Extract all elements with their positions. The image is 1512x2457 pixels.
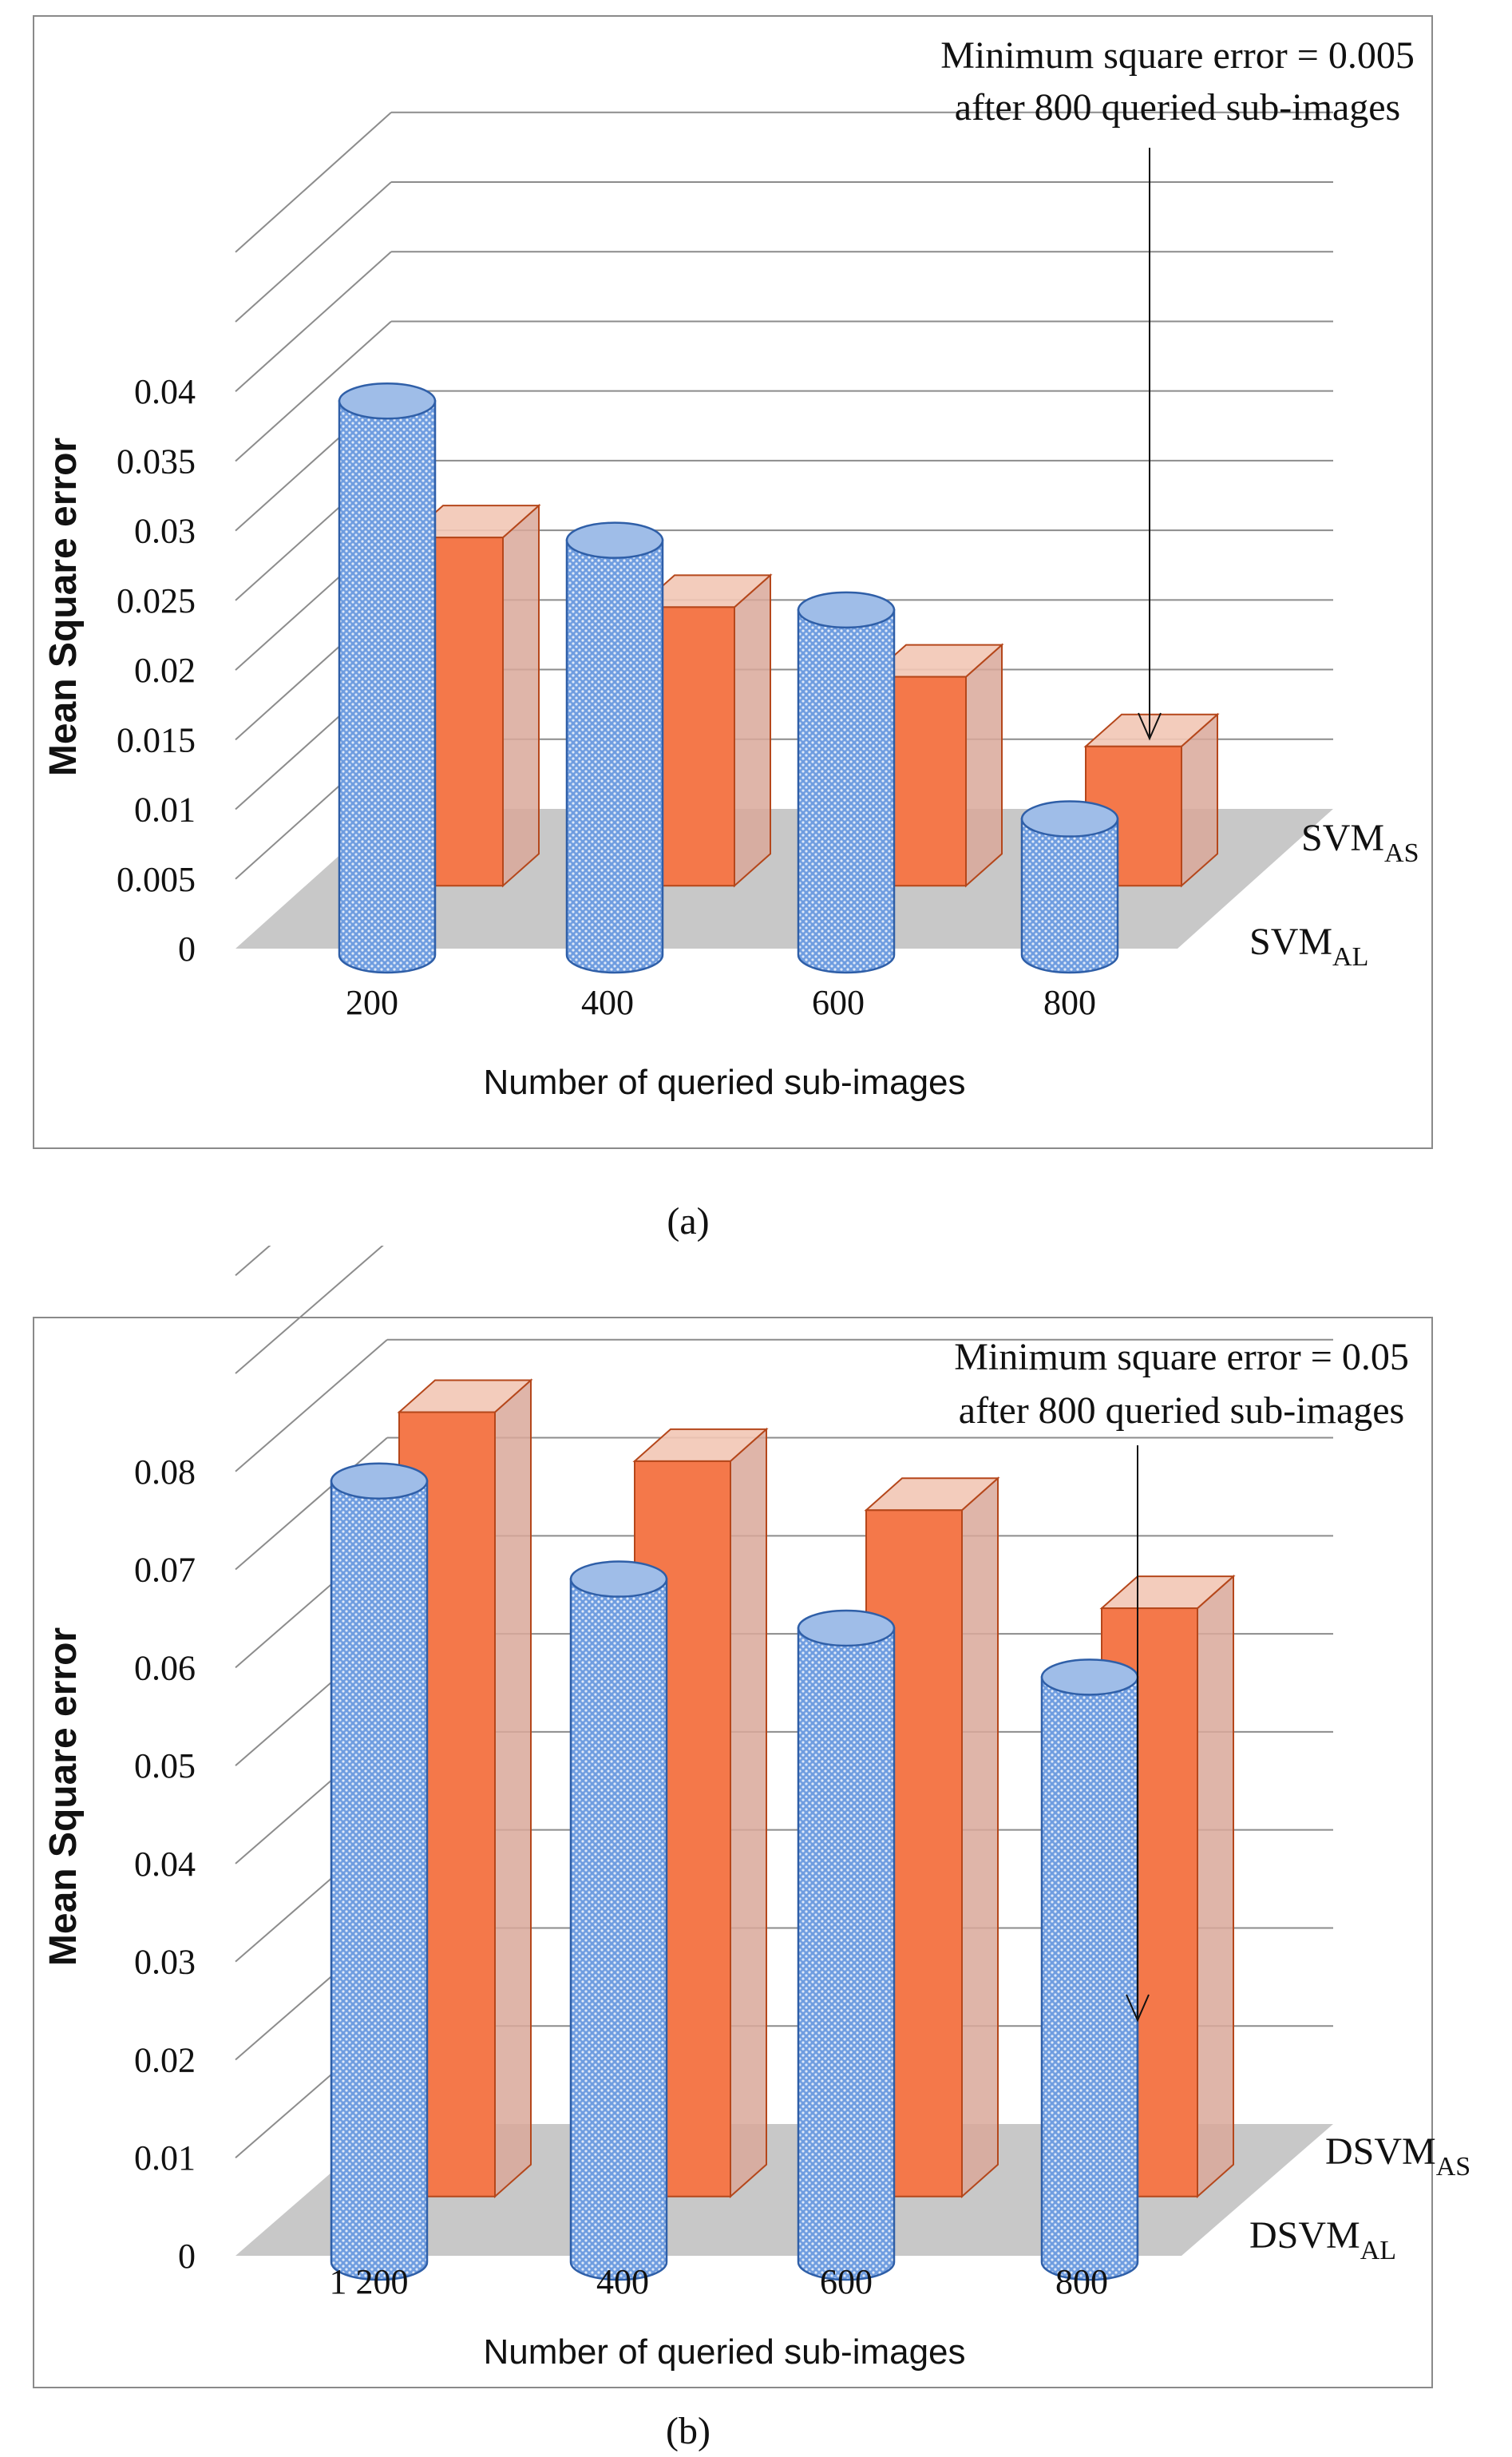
chart-a-y-tick-label: 0.005: [117, 860, 196, 899]
chart-a-frame: [33, 15, 1433, 1149]
chart-a-y-tick-label: 0.02: [134, 651, 196, 690]
chart-b-bar-DSVMAL-200: [330, 1462, 429, 2281]
chart-b-x-tick-label: 1 200: [330, 2262, 409, 2301]
chart-a-y-tick-label: 0.035: [117, 442, 196, 481]
chart-a-x-axis-title: Number of queried sub-images: [483, 1063, 965, 1102]
chart-a-annotation-line1: Minimum square error = 0.005: [940, 34, 1415, 77]
chart-b-caption: (b): [666, 2410, 710, 2452]
chart-b-y-tick-label: 0: [178, 2237, 196, 2276]
chart-b-bar-DSVMAL-400: [569, 1560, 668, 2281]
chart-b-y-tick-label: 0.04: [134, 1845, 196, 1884]
chart-b-legend-DSVMAL: DSVMAL: [1249, 2214, 1396, 2265]
chart-b-x-tick-label: 400: [596, 2262, 649, 2301]
chart-a-y-tick-label: 0.025: [117, 581, 196, 620]
chart-a-legend-SVMAS: SVMAS: [1301, 817, 1419, 868]
chart-a-y-tick-label: 0: [178, 929, 196, 969]
chart-a-x-tick-label: 800: [1043, 983, 1096, 1022]
chart-b-y-tick-label: 0.06: [134, 1648, 196, 1687]
chart-a-gridline-diagonal: [235, 251, 392, 392]
chart-a-legend-SVMAL: SVMAL: [1249, 921, 1368, 972]
chart-b: 0 0.01 0.02 0.03 0.04 0.05 0.06 0.07 0.08 1 200 40…: [33, 1246, 1470, 2452]
chart-b-x-tick-label: 800: [1055, 2262, 1108, 2301]
chart-b-annotation-line2: after 800 queried sub-images: [959, 1389, 1404, 1432]
chart-b-y-axis-title: Mean Square error: [42, 1627, 85, 1966]
chart-a-x-tick-label: 600: [812, 983, 865, 1022]
chart-a-gridline-diagonal: [235, 112, 392, 253]
chart-b-frame: [33, 1317, 1433, 2388]
chart-a-annotation-arrowhead: [1138, 712, 1162, 741]
chart-a-bar-SVMAL-800: [1020, 800, 1119, 974]
chart-a-y-tick-label: 0.04: [134, 372, 196, 411]
chart-a-y-tick-label: 0.03: [134, 512, 196, 551]
chart-a-bar-SVMAL-600: [797, 591, 896, 974]
chart-b-gridline-diagonal: [235, 1246, 384, 1374]
chart-b-y-tick-label: 0.05: [134, 1746, 196, 1785]
chart-a-bar-SVMAL-200: [338, 382, 437, 974]
chart-a-caption: (a): [667, 1200, 709, 1242]
chart-b-annotation-arrowhead: [1126, 1994, 1150, 2023]
chart-a: 0 0.005 0.01 0.015 0.02 0.025 0.03 0.035 0.04 200…: [33, 15, 1433, 1242]
chart-a-y-axis-title: Mean Square error: [42, 438, 85, 776]
chart-b-y-tick-label: 0.01: [134, 2138, 196, 2178]
chart-b-x-tick-label: 600: [820, 2262, 873, 2301]
chart-panel-a: 0 0.005 0.01 0.015 0.02 0.025 0.03 0.035 0.04 200…: [33, 15, 1433, 1242]
chart-b-legend-DSVMAS: DSVMAS: [1325, 2130, 1470, 2182]
chart-b-y-tick-label: 0.08: [134, 1452, 196, 1492]
chart-a-gridline-diagonal: [235, 320, 392, 462]
chart-a-x-tick-label: 200: [346, 983, 398, 1022]
chart-b-x-axis-title: Number of queried sub-images: [483, 2332, 965, 2372]
chart-a-annotation-line2: after 800 queried sub-images: [955, 86, 1400, 129]
chart-a-gridline-diagonal: [235, 181, 392, 323]
chart-b-bar-DSVMAL-600: [797, 1609, 896, 2281]
chart-b-y-tick-label: 0.02: [134, 2040, 196, 2079]
chart-a-x-tick-label: 400: [581, 983, 634, 1022]
chart-b-y-tick-label: 0.03: [134, 1943, 196, 1982]
chart-b-gridline-diagonal: [235, 1246, 271, 1276]
chart-a-y-tick-label: 0.015: [117, 720, 196, 759]
chart-a-bar-SVMAS-800: [1083, 712, 1220, 888]
chart-b-y-tick-label: 0.07: [134, 1551, 196, 1590]
chart-b-annotation-line1: Minimum square error = 0.05: [954, 1336, 1409, 1378]
chart-panel-b: 0 0.01 0.02 0.03 0.04 0.05 0.06 0.07 0.08 1 200 40…: [0, 1246, 1512, 2457]
chart-b-gridline-diagonal: [235, 1339, 388, 1472]
chart-a-bar-SVMAS-400: [636, 573, 773, 888]
chart-b-gridline-diagonal: [235, 1437, 388, 1571]
chart-a-bar-SVMAL-400: [565, 521, 664, 974]
chart-a-y-tick-label: 0.01: [134, 791, 196, 830]
chart-b-bar-DSVMAL-800: [1040, 1658, 1139, 2281]
